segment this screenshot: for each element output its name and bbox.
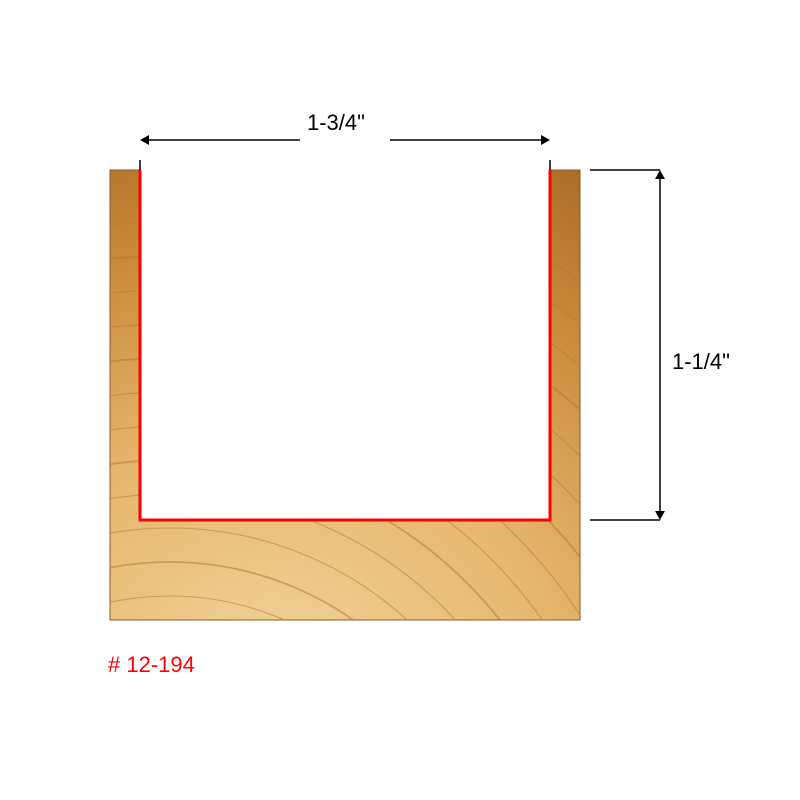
diagram-stage: 1-3/4" 1-1/4" # 12-194 xyxy=(0,0,800,800)
dimension-depth-label: 1-1/4" xyxy=(672,349,730,375)
diagram-svg xyxy=(0,0,800,800)
dimension-width-label: 1-3/4" xyxy=(307,110,365,136)
wood-cross-section xyxy=(110,170,580,620)
part-number-label: # 12-194 xyxy=(108,652,195,678)
cut-profile-outline xyxy=(140,170,550,520)
dimension-width xyxy=(140,135,550,170)
dimension-depth xyxy=(590,170,665,520)
